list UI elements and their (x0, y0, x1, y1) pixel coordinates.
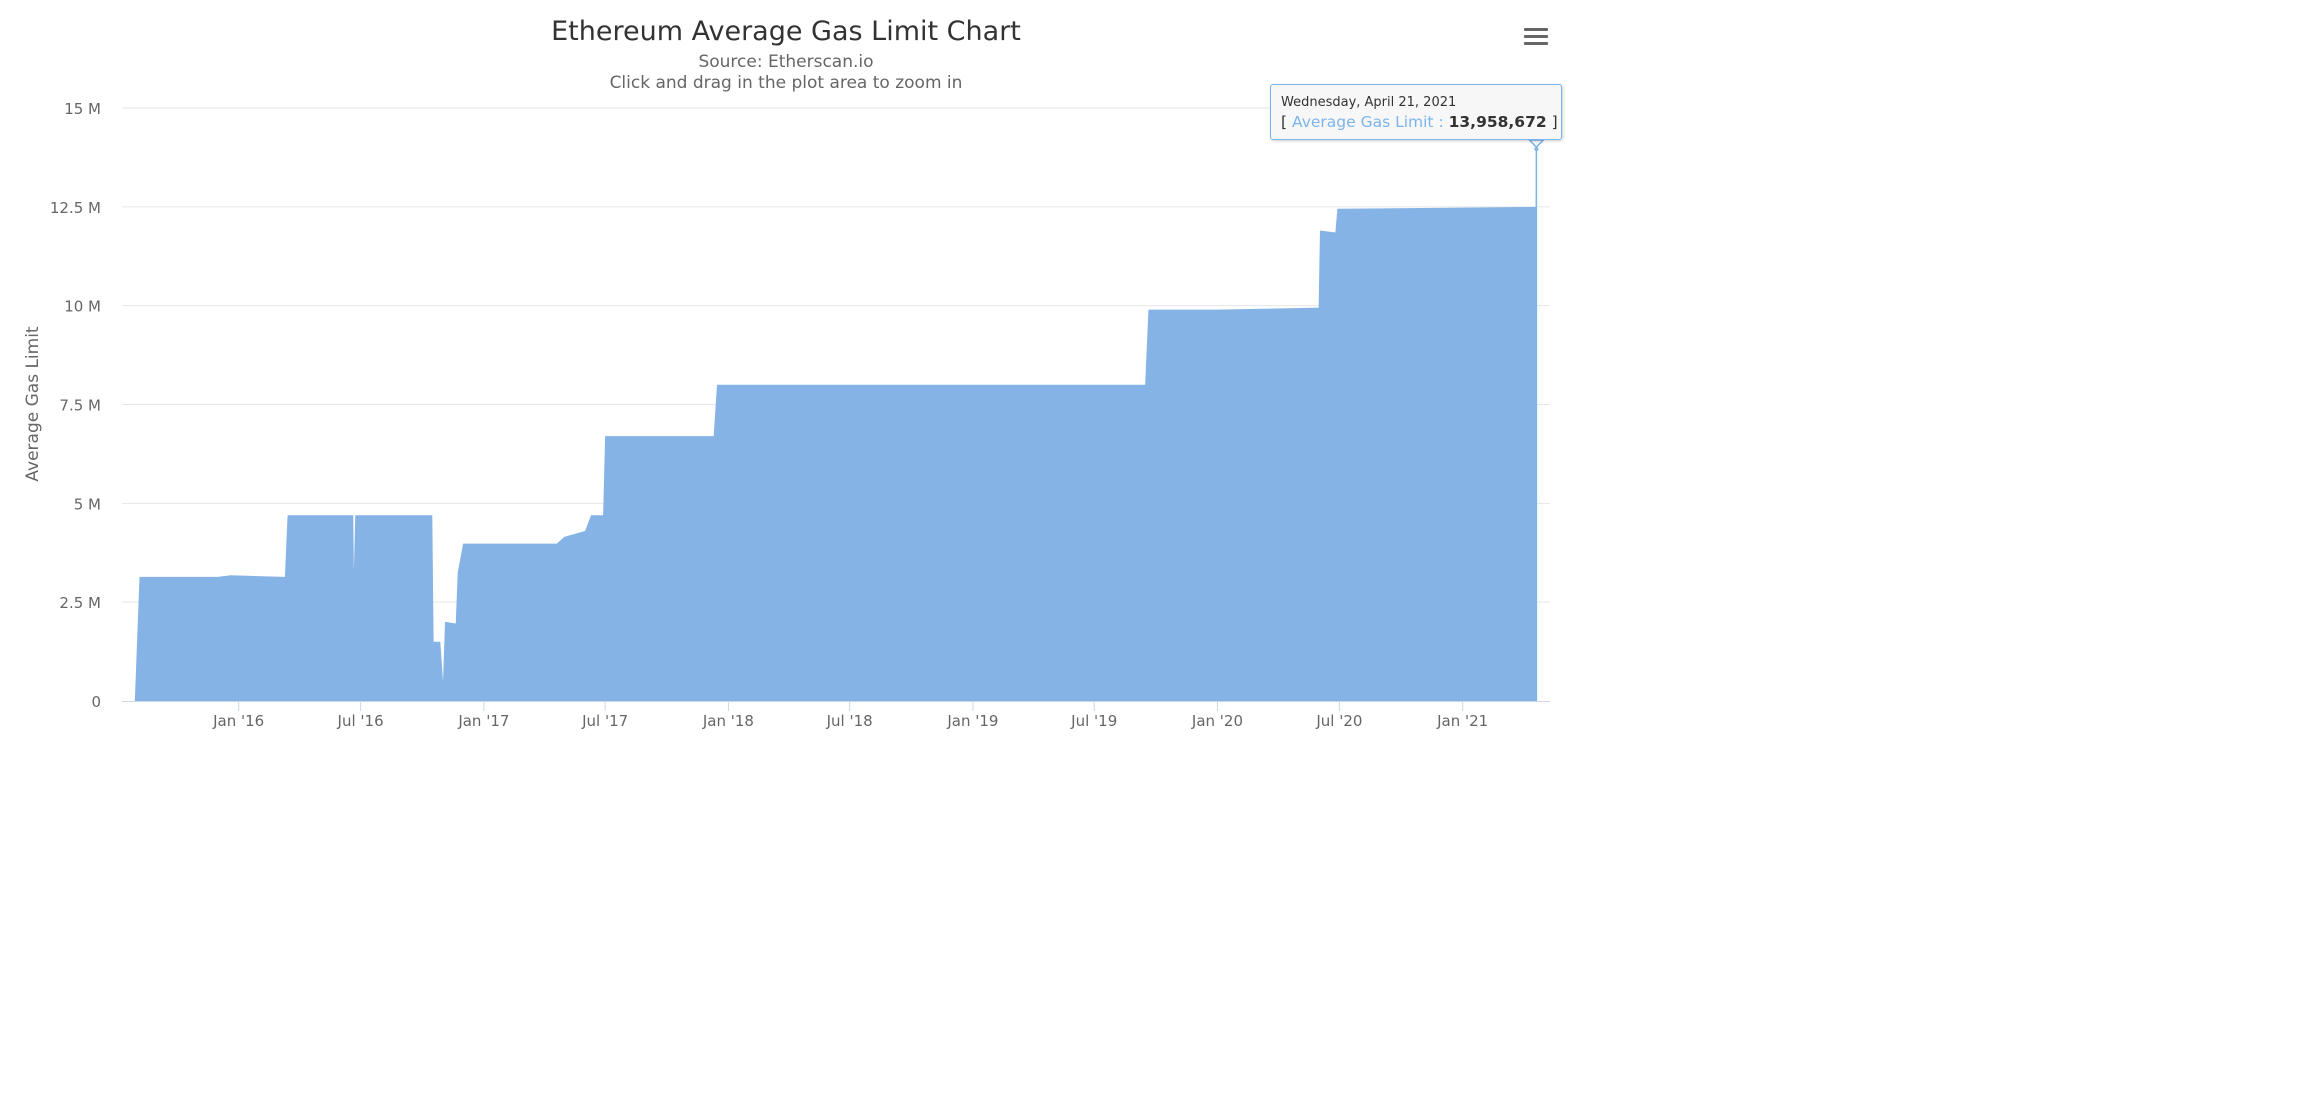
x-tick-label: Jul '18 (826, 712, 873, 730)
y-tick-label: 5 M (74, 495, 101, 513)
tooltip-value: 13,958,672 (1448, 113, 1547, 131)
x-tick-label: Jul '19 (1070, 712, 1117, 730)
chart-menu-button[interactable] (1520, 24, 1552, 50)
series-area-fill[interactable] (134, 149, 1537, 701)
chart-subtitle-source: Source: Etherscan.io (698, 52, 873, 72)
chart-title: Ethereum Average Gas Limit Chart (551, 16, 1021, 47)
tooltip-bracket-open: [ (1281, 113, 1288, 131)
y-tick-label: 15 M (64, 100, 101, 118)
x-tick-label: Jan '21 (1436, 712, 1488, 730)
x-tick-label: Jul '16 (337, 712, 384, 730)
x-tick-label: Jan '16 (212, 712, 264, 730)
y-tick-label: 10 M (64, 298, 101, 316)
y-tick-label: 2.5 M (59, 594, 101, 612)
tooltip-value-line: [ Average Gas Limit : 13,958,672 ] (1281, 111, 1558, 133)
y-axis-label: Average Gas Limit (23, 326, 43, 482)
series-area[interactable] (134, 139, 1546, 701)
tooltip-date: Wednesday, April 21, 2021 (1281, 95, 1457, 110)
tooltip-series-label: Average Gas Limit : (1292, 113, 1444, 131)
chart-subtitle-hint: Click and drag in the plot area to zoom … (610, 73, 963, 93)
highlighted-point[interactable] (1534, 147, 1539, 152)
y-tick-label: 12.5 M (50, 199, 101, 217)
x-tick-label: Jan '19 (946, 712, 998, 730)
x-tick-label: Jan '18 (702, 712, 754, 730)
x-tick-label: Jan '17 (457, 712, 509, 730)
tooltip-bracket-close: ] (1551, 113, 1558, 131)
data-tooltip: Wednesday, April 21, 2021 [ Average Gas … (1270, 84, 1562, 140)
x-tick-label: Jul '20 (1315, 712, 1362, 730)
axes: 0 2.5 M 5 M 7.5 M 10 M 12.5 M 15 M Jan '16 Jul '… (50, 100, 1550, 730)
y-tick-label: 0 (91, 693, 101, 711)
y-tick-label: 7.5 M (59, 397, 101, 415)
x-tick-label: Jul '17 (581, 712, 628, 730)
x-tick-label: Jan '20 (1191, 712, 1243, 730)
tooltip-pointer (1527, 139, 1546, 149)
